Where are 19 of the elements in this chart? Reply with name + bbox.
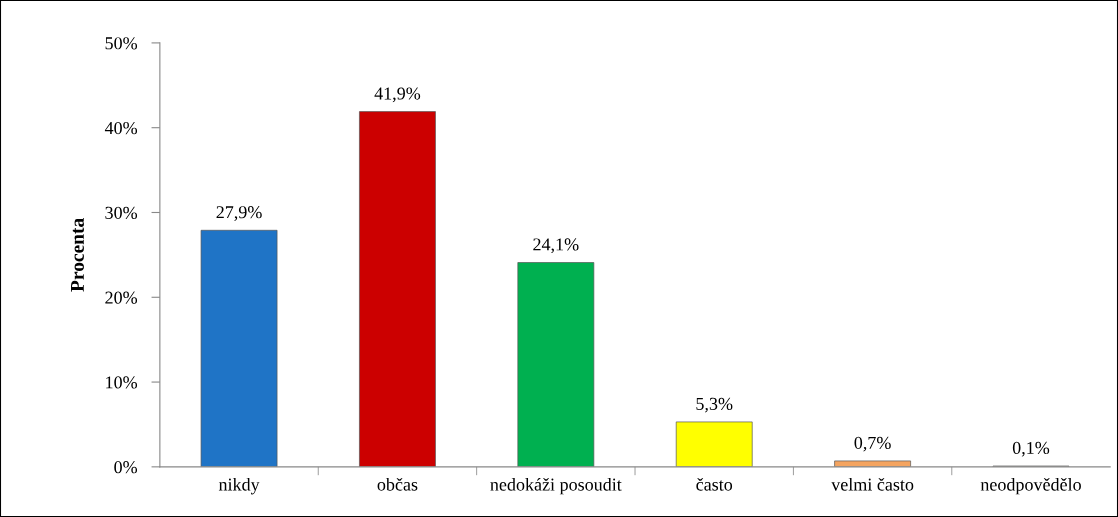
x-tick-label: neodpovědělo <box>980 477 1081 495</box>
y-tick-label: 20% <box>105 291 138 304</box>
data-label: 0,1% <box>1012 441 1050 457</box>
data-label: 41,9% <box>374 87 421 103</box>
data-label: 27,9% <box>216 206 262 221</box>
y-tick-label: 50% <box>105 37 138 50</box>
y-tick-label: 10% <box>106 376 138 389</box>
data-label: 24,1% <box>533 238 579 254</box>
data-label: 0,7% <box>854 436 891 452</box>
data-label: 5,3% <box>696 397 733 413</box>
x-tick-label: nedokáži posoudit <box>490 477 622 495</box>
x-tick-label: velmi často <box>831 477 914 491</box>
x-tick-label: nikdy <box>218 477 260 495</box>
y-tick-label: 30% <box>105 206 138 219</box>
x-tick-label: občas <box>377 477 418 491</box>
y-tick-label: 40% <box>104 121 138 135</box>
y-axis-title: Procenta <box>71 218 84 292</box>
x-tick-label: často <box>696 477 733 491</box>
y-tick-label: 0% <box>114 461 138 474</box>
